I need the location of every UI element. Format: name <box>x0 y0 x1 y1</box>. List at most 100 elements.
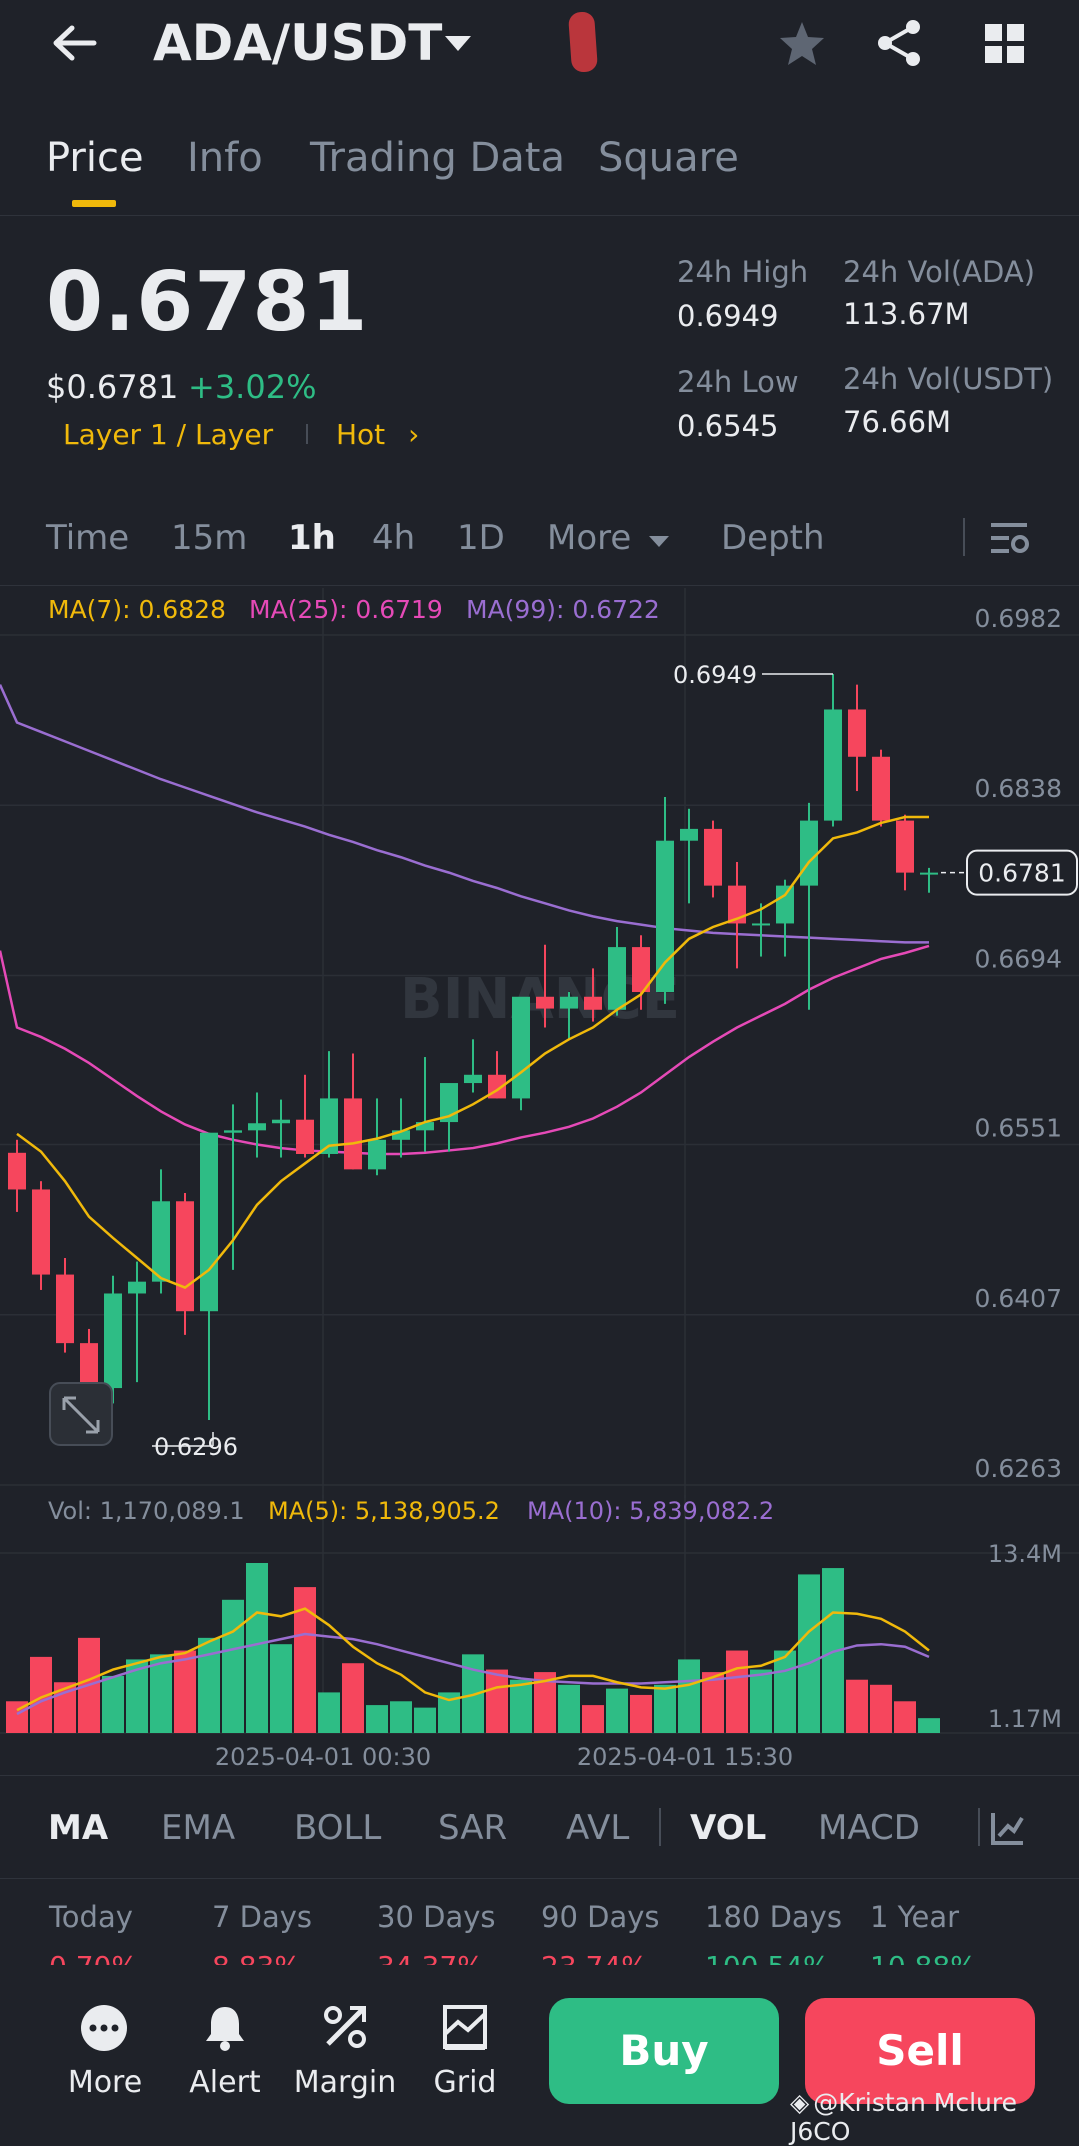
price-tick-label: 0.6407 <box>975 1284 1062 1313</box>
time-axis-label: 2025-04-01 00:30 <box>215 1743 431 1771</box>
more-icon[interactable] <box>80 2004 128 2052</box>
volume-bar <box>390 1701 412 1733</box>
volume-bar <box>606 1688 628 1733</box>
sell-button[interactable]: Sell <box>805 1998 1035 2104</box>
tab-info[interactable]: Info <box>187 135 263 181</box>
performance-label[interactable]: 90 Days <box>541 1900 660 1934</box>
candle-body <box>584 996 602 1010</box>
star-icon[interactable] <box>778 20 826 66</box>
indicator-macd[interactable]: MACD <box>818 1808 920 1848</box>
toolbar-divider <box>963 518 965 556</box>
candle-body <box>392 1130 410 1140</box>
volume-bar <box>702 1672 724 1733</box>
vol-base-label: 24h Vol(ADA) <box>843 255 1036 289</box>
current-price-label: 0.6781 <box>978 859 1065 888</box>
vol-base-value: 113.67M <box>843 297 970 331</box>
performance-label[interactable]: 30 Days <box>377 1900 496 1934</box>
volume-chart[interactable]: Vol: 1,170,089.1 MA(5): 5,138,905.2 MA(10)… <box>0 1495 1079 1775</box>
divider <box>0 1878 1079 1879</box>
timeframe-time[interactable]: Time <box>46 518 130 558</box>
timeframe-more[interactable]: More <box>547 518 670 558</box>
hot-tag[interactable]: Hot › <box>336 418 419 451</box>
volume-bar <box>222 1599 244 1733</box>
ma7-legend: MA(7): 0.6828 <box>48 595 226 624</box>
indicator-ema[interactable]: EMA <box>161 1808 236 1848</box>
tab-trading-data[interactable]: Trading Data <box>310 135 565 181</box>
performance-label[interactable]: 180 Days <box>705 1900 842 1934</box>
sector-tag[interactable]: Layer 1 / Layer <box>63 418 274 451</box>
timeframe-4h[interactable]: 4h <box>372 518 416 558</box>
candle-body <box>8 1152 26 1190</box>
top-bar: ADA/USDT <box>0 0 1079 95</box>
nav-more[interactable]: More <box>67 2065 143 2100</box>
nav-alert[interactable]: Alert <box>189 2065 261 2100</box>
indicator-boll[interactable]: BOLL <box>294 1808 382 1848</box>
chart-settings-icon[interactable] <box>989 520 1029 556</box>
vol-axis-bottom: 1.17M <box>988 1705 1062 1733</box>
candle-body <box>680 828 698 841</box>
volume-bar <box>510 1679 532 1733</box>
indicator-ma[interactable]: MA <box>48 1808 109 1848</box>
volume-bar <box>126 1659 148 1733</box>
low-value: 0.6545 <box>677 409 779 443</box>
volume-bar <box>294 1587 316 1733</box>
candle-body <box>416 1122 434 1131</box>
nav-grid[interactable]: Grid <box>433 2065 497 2100</box>
share-icon[interactable] <box>875 18 923 68</box>
tab-square[interactable]: Square <box>598 135 739 181</box>
candle-body <box>272 1119 290 1124</box>
ma7-line <box>16 815 929 1289</box>
volume-bar <box>414 1707 436 1733</box>
performance-label[interactable]: 1 Year <box>870 1900 960 1934</box>
timeframe-1h[interactable]: 1h <box>288 518 336 558</box>
tab-price[interactable]: Price <box>46 135 144 181</box>
low-label: 24h Low <box>677 365 799 399</box>
back-arrow-icon[interactable] <box>50 22 100 64</box>
performance-label[interactable]: Today <box>49 1900 133 1934</box>
vol-axis-top: 13.4M <box>988 1540 1062 1568</box>
volume-bar <box>558 1684 580 1733</box>
candle-body <box>728 885 746 924</box>
last-price: 0.6781 <box>46 255 369 350</box>
ma99-legend: MA(99): 0.6722 <box>466 595 660 624</box>
bell-icon[interactable] <box>203 2004 247 2052</box>
volume-bar <box>894 1701 916 1733</box>
candle-body <box>896 820 914 873</box>
high-value: 0.6949 <box>677 299 779 333</box>
indicator-settings-icon[interactable] <box>990 1810 1026 1846</box>
candle-body <box>656 840 674 993</box>
volume-bar <box>342 1663 364 1733</box>
volume-bar <box>798 1574 820 1733</box>
section-tabs: Price Info Trading Data Square <box>0 105 1079 216</box>
grid-menu-icon[interactable] <box>983 22 1027 66</box>
indicator-sar[interactable]: SAR <box>438 1808 508 1848</box>
volume-bar <box>246 1563 268 1733</box>
candlestick-chart[interactable]: 0.69820.68380.66940.65510.64070.6263BINA… <box>0 588 1079 1498</box>
nav-margin[interactable]: Margin <box>293 2065 397 2100</box>
fullscreen-icon[interactable] <box>49 1382 113 1446</box>
volume-bar <box>6 1701 28 1733</box>
indicator-avl[interactable]: AVL <box>566 1808 630 1848</box>
buy-button[interactable]: Buy <box>549 1998 779 2104</box>
fullscreen-arrows <box>62 1396 100 1434</box>
price-tick-label: 0.6694 <box>975 944 1062 973</box>
performance-label[interactable]: 7 Days <box>212 1900 313 1934</box>
indicator-vol[interactable]: VOL <box>690 1808 767 1848</box>
timeframe-1d[interactable]: 1D <box>457 518 505 558</box>
candle-body <box>248 1123 266 1131</box>
watermark-text: @Kristan Mclure J6CO <box>790 2088 1018 2146</box>
candle-body <box>872 756 890 821</box>
price-tick-label: 0.6982 <box>975 604 1062 633</box>
candle-body <box>920 872 938 875</box>
timeframe-depth[interactable]: Depth <box>721 518 825 558</box>
margin-icon[interactable] <box>322 2004 368 2050</box>
dropdown-caret-icon[interactable] <box>443 34 473 54</box>
pair-title[interactable]: ADA/USDT <box>153 14 443 72</box>
candle-body <box>80 1343 98 1389</box>
candle-body <box>176 1201 194 1312</box>
watermark: ◈ @Kristan Mclure J6CO <box>790 2088 1079 2146</box>
volume-bar <box>582 1705 604 1733</box>
grid-bot-icon[interactable] <box>442 2004 488 2050</box>
volume-bar <box>726 1650 748 1733</box>
timeframe-15m[interactable]: 15m <box>171 518 248 558</box>
